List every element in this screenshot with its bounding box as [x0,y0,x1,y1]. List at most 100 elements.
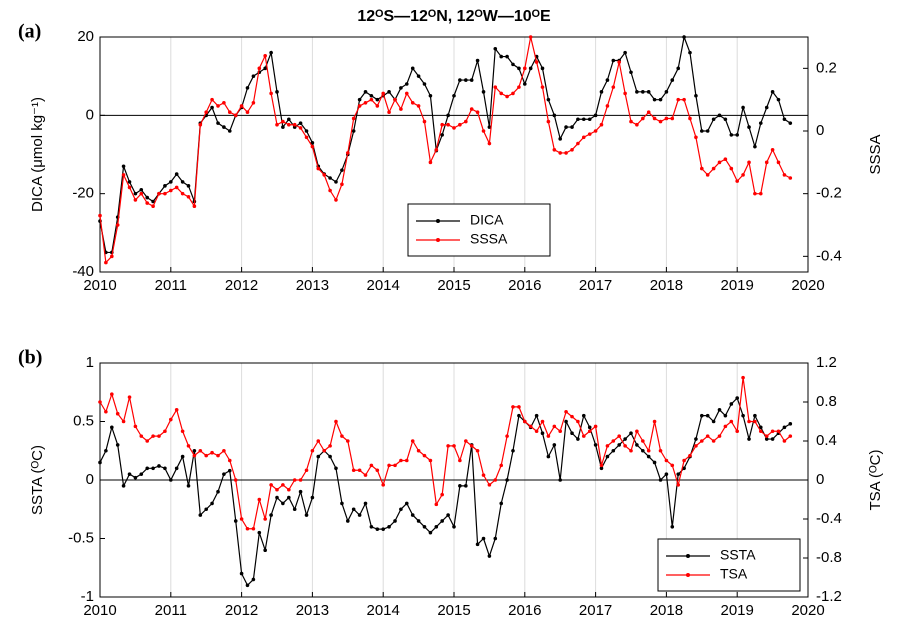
data-point [753,144,757,149]
data-point [464,119,468,124]
x-tick-label: 2017 [579,277,612,294]
data-point [204,507,208,512]
data-point [186,195,191,199]
data-point [399,107,403,111]
plot-frame [99,362,809,598]
data-point [723,413,728,418]
x-tick-label: 2019 [721,602,754,619]
x-tick-label: 2013 [296,277,329,294]
data-point [239,571,244,576]
data-point [540,419,545,424]
data-point [192,448,197,453]
y-tick-label: -0.5 [68,529,94,546]
data-point [269,513,273,517]
data-point [227,129,232,133]
data-point [287,117,291,122]
data-point [469,78,474,82]
data-point [281,501,285,506]
data-point [269,50,273,55]
panel: 2010 2011 2012 2013 2014 2015 2016 2017 2018 2019… [18,347,884,619]
y-tick-label: -1 [81,588,94,605]
data-point [334,466,338,471]
data-point [251,577,256,582]
data-point [375,104,380,108]
data-point [469,107,474,111]
data-point [564,151,568,155]
data-point [753,419,757,424]
data-point [369,525,374,529]
data-point [658,97,663,102]
data-point [263,548,267,552]
data-point [428,93,433,98]
data-point [269,483,273,487]
data-point [611,439,616,443]
data-point [127,395,132,399]
data-point [186,184,191,188]
data-point [646,454,651,459]
data-point [310,495,315,500]
data-point [552,424,557,429]
data-point [157,191,161,196]
data-point [404,501,409,506]
data-point [741,375,745,380]
data-point [658,478,663,482]
data-point [581,434,586,438]
data-point [369,93,374,98]
data-point [210,105,214,110]
data-point [652,97,657,102]
legend: DICA SSSA [407,203,551,257]
data-point [375,527,380,531]
data-point [357,513,362,517]
data-point [216,121,220,125]
data-point [487,554,492,558]
data-point [186,444,191,448]
data-point [534,429,539,434]
data-point [169,417,173,422]
data-point [458,122,462,127]
data-point [652,419,657,424]
data-point [729,133,734,137]
data-point [115,443,120,447]
data-point [770,148,775,152]
data-point [287,487,291,492]
legend-marker [686,573,690,577]
x-tick-label: 2019 [721,277,754,294]
data-point [617,60,621,64]
data-point [605,454,610,459]
x-tick-label: 2018 [650,602,683,619]
data-point [434,502,439,507]
data-point [151,466,155,471]
data-point [334,180,338,184]
data-point [163,429,167,434]
data-point [369,463,374,468]
data-point [151,204,155,208]
data-point [387,110,391,114]
y2-tick-label: 1.2 [816,354,837,371]
data-point [204,110,208,114]
data-point [346,519,350,523]
data-point [570,125,574,129]
y2-axis-label: TSA (ᴼC) [867,449,884,510]
x-tick-label: 2010 [83,602,116,619]
data-point [239,104,244,108]
data-point [499,463,504,468]
data-point [505,434,509,438]
data-point [357,468,362,473]
data-point [446,113,450,118]
data-point [511,448,515,453]
x-tick-label: 2014 [367,277,400,294]
y2-tick-label: 0.2 [816,59,837,76]
data-point [546,454,551,459]
x-tick-label: 2020 [791,602,824,619]
data-point [422,119,427,124]
data-point [298,478,303,482]
data-point [275,487,279,492]
data-point [334,419,338,424]
data-point [328,188,332,193]
data-point [499,501,504,506]
data-point [469,444,474,448]
data-point [446,122,450,127]
data-point [770,90,775,94]
data-point [546,434,551,438]
data-point [387,90,391,94]
